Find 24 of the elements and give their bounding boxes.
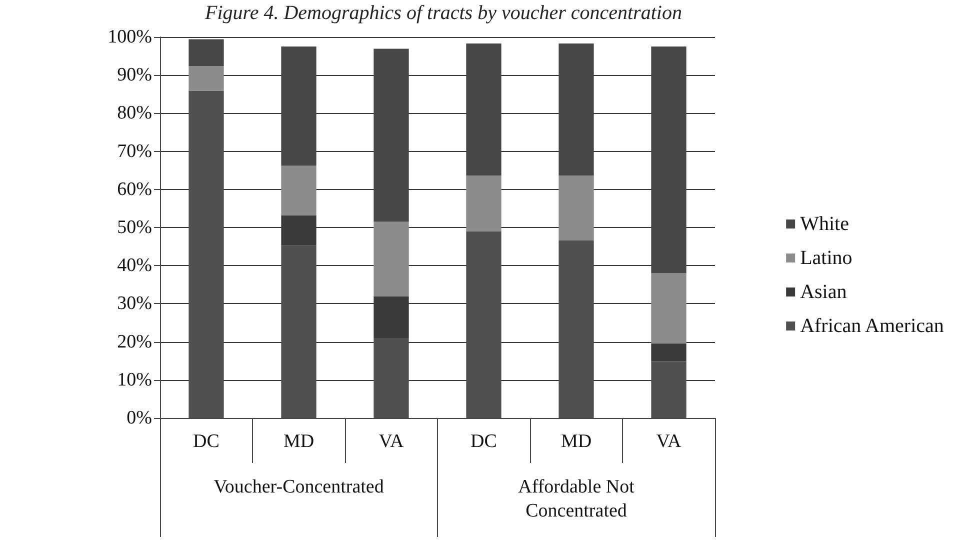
- text: Voucher-Concentrated: [214, 476, 384, 498]
- text: Affordable Not Concentrated: [518, 476, 636, 522]
- legend-label: African American: [800, 315, 944, 337]
- y-tick-label: 30%: [117, 293, 152, 314]
- y-tick-label: 40%: [117, 255, 152, 276]
- x-tick-label: DC: [470, 431, 497, 452]
- y-tick-label: 100%: [108, 26, 152, 48]
- legend-label: White: [800, 213, 850, 235]
- x-tick-label: VA: [378, 431, 404, 452]
- y-tick-label: 70%: [117, 140, 152, 162]
- y-tick-label: 20%: [117, 331, 152, 352]
- y-tick-label: 80%: [117, 102, 152, 124]
- x-tick-label: DC: [193, 431, 220, 452]
- chart-title: Figure 4. Demographics of tracts by voucher concentration: [204, 2, 682, 24]
- y-tick-label: 90%: [117, 64, 152, 86]
- x-tick-label: MD: [283, 431, 314, 452]
- y-tick-label: 10%: [117, 369, 152, 390]
- legend-label: Asian: [800, 281, 847, 303]
- x-tick-label: VA: [656, 431, 682, 452]
- y-tick-label: 60%: [117, 178, 152, 200]
- x-tick-label: MD: [560, 431, 592, 452]
- legend-label: Latino: [800, 247, 852, 269]
- y-tick-label: 50%: [117, 217, 152, 238]
- y-tick-label: 0%: [126, 408, 152, 428]
